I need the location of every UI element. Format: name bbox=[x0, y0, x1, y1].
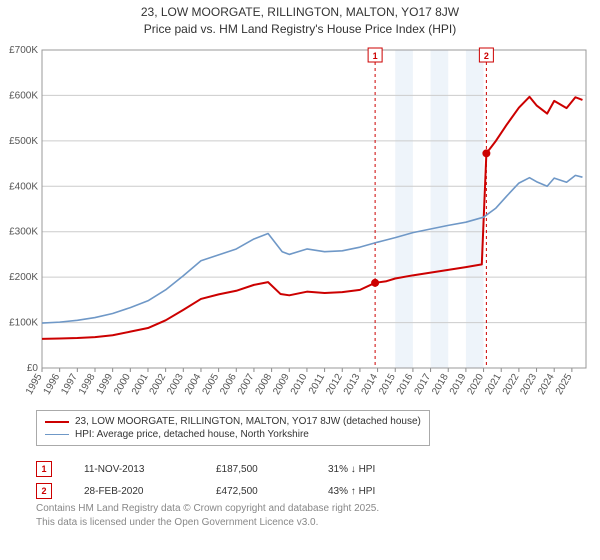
event-row: 1 11-NOV-2013 £187,500 31% ↓ HPI bbox=[36, 458, 418, 480]
svg-text:£700K: £700K bbox=[9, 45, 38, 56]
footnote: Contains HM Land Registry data © Crown c… bbox=[36, 502, 379, 529]
footnote-line2: This data is licensed under the Open Gov… bbox=[36, 516, 379, 530]
legend-item-hpi: HPI: Average price, detached house, Nort… bbox=[45, 428, 421, 441]
svg-text:2024: 2024 bbox=[536, 372, 557, 397]
svg-text:1995: 1995 bbox=[24, 372, 45, 397]
chart-container: £0 £100K £200K £300K £400K £500K £600K £700K 199… bbox=[0, 44, 600, 404]
svg-text:2008: 2008 bbox=[254, 372, 275, 397]
svg-text:1998: 1998 bbox=[77, 372, 98, 397]
legend-item-property: 23, LOW MOORGATE, RILLINGTON, MALTON, YO… bbox=[45, 415, 421, 428]
event-price: £472,500 bbox=[216, 486, 296, 497]
svg-text:1999: 1999 bbox=[95, 372, 116, 397]
title-line2: Price paid vs. HM Land Registry's House … bbox=[0, 21, 600, 38]
svg-text:2007: 2007 bbox=[236, 372, 257, 397]
svg-text:2013: 2013 bbox=[342, 372, 363, 397]
line-chart: £0 £100K £200K £300K £400K £500K £600K £700K 199… bbox=[0, 44, 600, 404]
event-badge: 1 bbox=[36, 461, 52, 477]
footnote-line1: Contains HM Land Registry data © Crown c… bbox=[36, 502, 379, 516]
svg-text:£400K: £400K bbox=[9, 181, 38, 192]
svg-text:£0: £0 bbox=[27, 363, 39, 374]
legend-swatch-property bbox=[45, 421, 69, 423]
svg-text:2015: 2015 bbox=[377, 372, 398, 397]
svg-text:2017: 2017 bbox=[413, 372, 434, 397]
svg-text:1997: 1997 bbox=[59, 372, 80, 397]
svg-text:2018: 2018 bbox=[430, 372, 451, 397]
event-price: £187,500 bbox=[216, 464, 296, 475]
svg-text:2014: 2014 bbox=[360, 372, 381, 397]
event-diff: 31% ↓ HPI bbox=[328, 464, 418, 475]
chart-title: 23, LOW MOORGATE, RILLINGTON, MALTON, YO… bbox=[0, 0, 600, 38]
svg-text:2004: 2004 bbox=[183, 372, 204, 397]
svg-text:£600K: £600K bbox=[9, 90, 38, 101]
svg-text:2: 2 bbox=[484, 51, 489, 61]
event-table: 1 11-NOV-2013 £187,500 31% ↓ HPI 2 28-FE… bbox=[36, 458, 418, 502]
svg-text:2009: 2009 bbox=[271, 372, 292, 397]
svg-text:2025: 2025 bbox=[554, 372, 575, 397]
event-diff: 43% ↑ HPI bbox=[328, 486, 418, 497]
svg-text:£300K: £300K bbox=[9, 227, 38, 238]
svg-text:2016: 2016 bbox=[395, 372, 416, 397]
svg-text:2020: 2020 bbox=[466, 372, 487, 397]
svg-text:£200K: £200K bbox=[9, 272, 38, 283]
legend-label-property: 23, LOW MOORGATE, RILLINGTON, MALTON, YO… bbox=[75, 416, 421, 427]
svg-text:2005: 2005 bbox=[201, 372, 222, 397]
svg-text:2006: 2006 bbox=[218, 372, 239, 397]
svg-text:2002: 2002 bbox=[148, 372, 169, 397]
event-date: 11-NOV-2013 bbox=[84, 464, 184, 475]
svg-text:2001: 2001 bbox=[130, 372, 151, 397]
svg-text:2022: 2022 bbox=[501, 372, 522, 397]
svg-text:2021: 2021 bbox=[483, 372, 504, 397]
svg-text:1: 1 bbox=[373, 51, 378, 61]
svg-text:2012: 2012 bbox=[324, 372, 345, 397]
event-badge: 2 bbox=[36, 483, 52, 499]
svg-text:2010: 2010 bbox=[289, 372, 310, 397]
event-date: 28-FEB-2020 bbox=[84, 486, 184, 497]
legend-swatch-hpi bbox=[45, 434, 69, 435]
svg-text:2019: 2019 bbox=[448, 372, 469, 397]
legend: 23, LOW MOORGATE, RILLINGTON, MALTON, YO… bbox=[36, 410, 430, 446]
svg-text:£500K: £500K bbox=[9, 136, 38, 147]
title-line1: 23, LOW MOORGATE, RILLINGTON, MALTON, YO… bbox=[0, 4, 600, 21]
legend-label-hpi: HPI: Average price, detached house, Nort… bbox=[75, 429, 309, 440]
svg-text:1996: 1996 bbox=[42, 372, 63, 397]
svg-text:2003: 2003 bbox=[165, 372, 186, 397]
svg-text:£100K: £100K bbox=[9, 318, 38, 329]
svg-text:2023: 2023 bbox=[518, 372, 539, 397]
event-row: 2 28-FEB-2020 £472,500 43% ↑ HPI bbox=[36, 480, 418, 502]
svg-text:2000: 2000 bbox=[112, 372, 133, 397]
